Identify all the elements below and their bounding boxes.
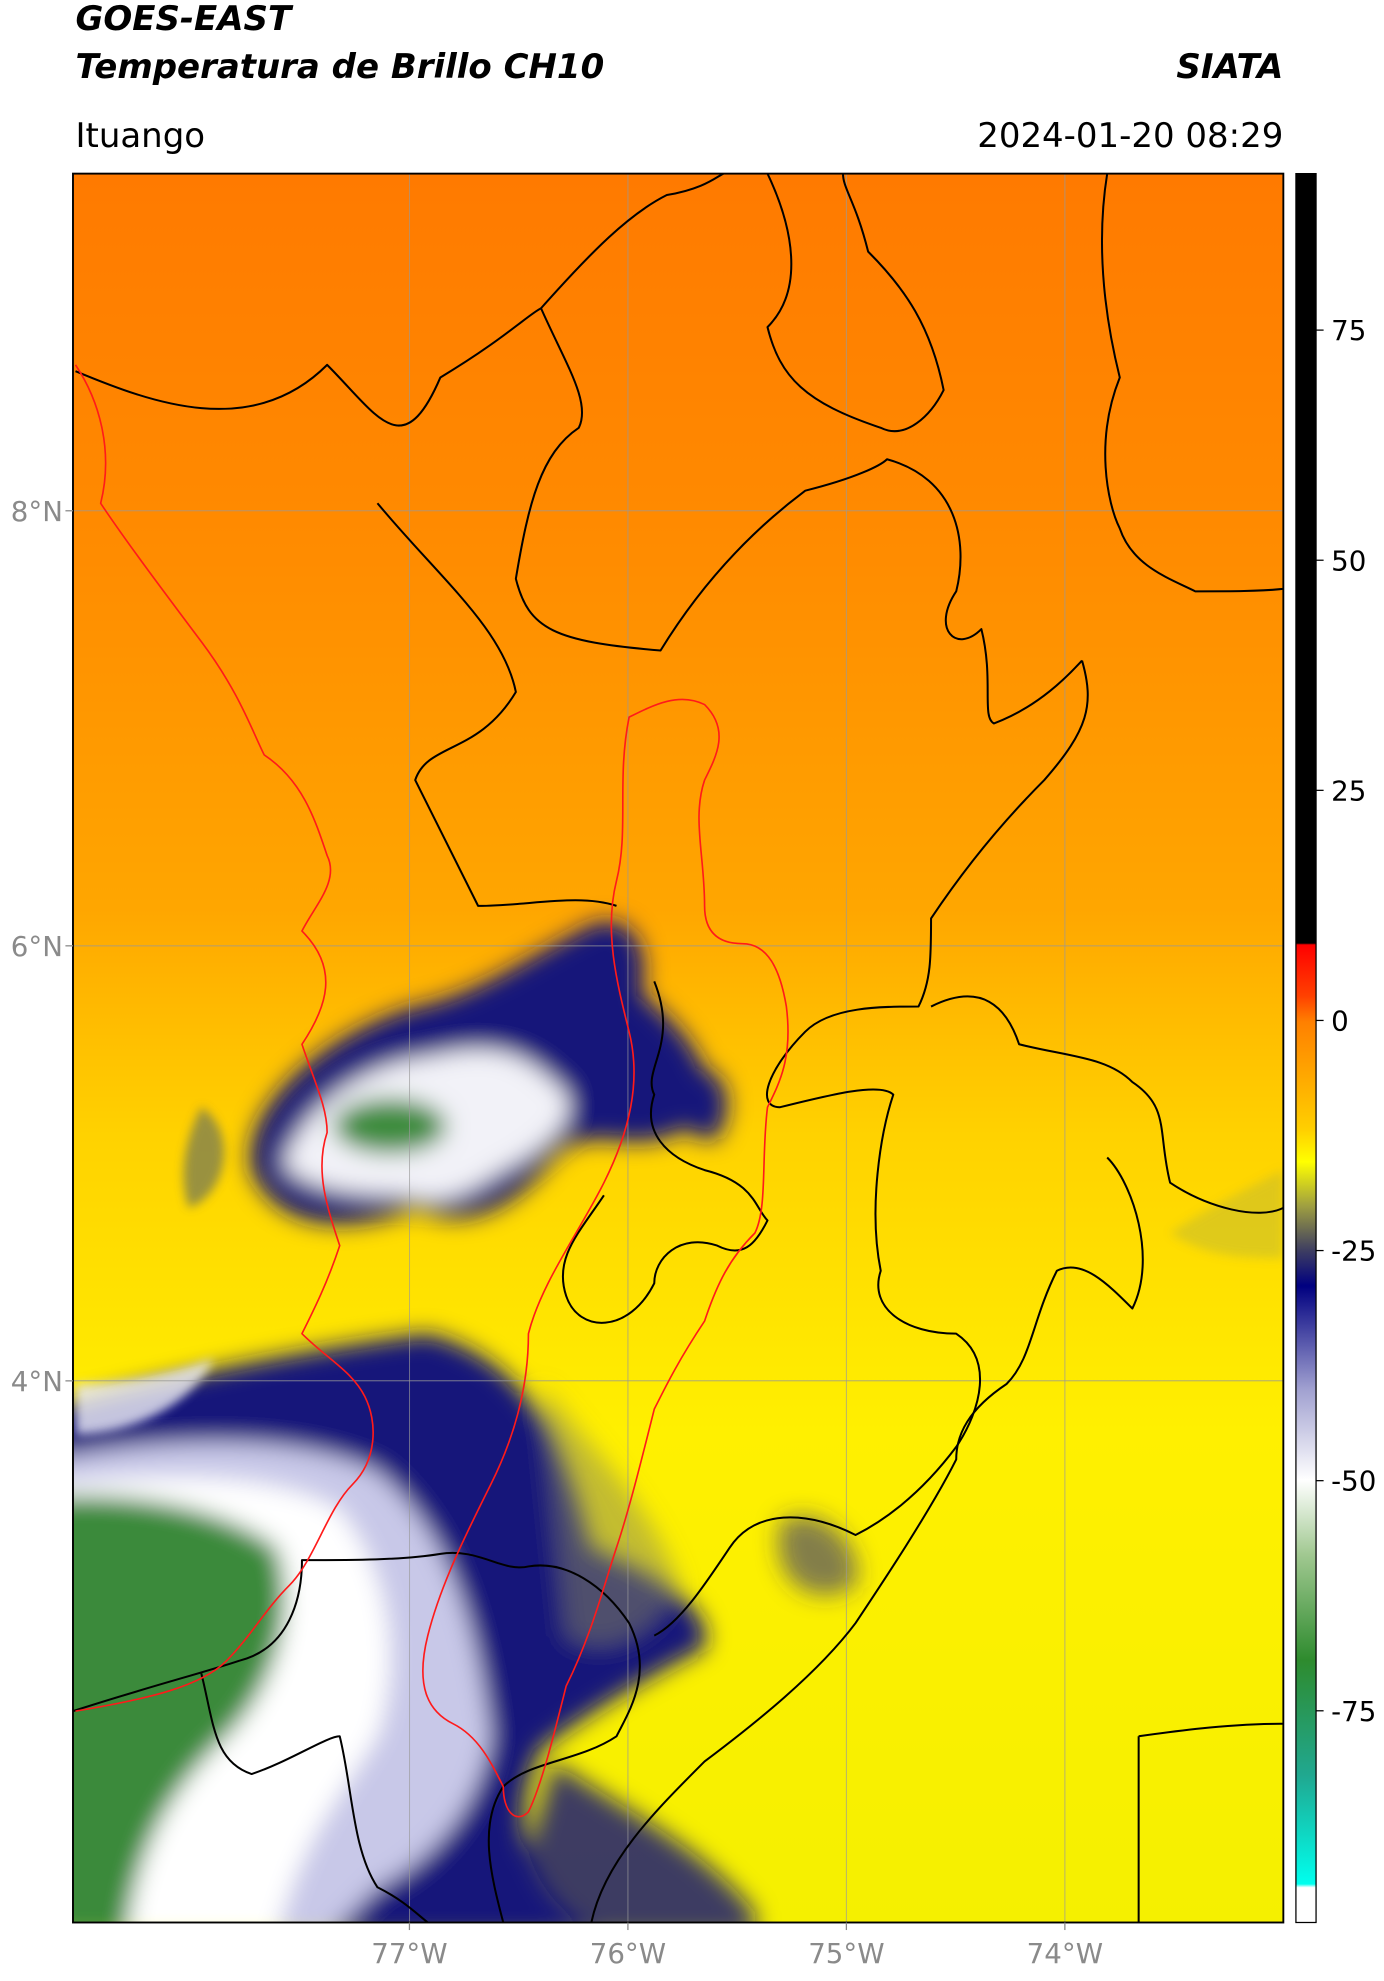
- colorbar-tick-label: 25: [1331, 774, 1366, 807]
- colorbar-tick-label: -25: [1331, 1235, 1376, 1268]
- department-border: [766, 173, 945, 433]
- department-border: [1137, 1722, 1284, 1923]
- location: Ituango: [75, 116, 205, 156]
- department-border: [590, 1156, 1144, 1923]
- colorbar-tick-label: -75: [1331, 1695, 1376, 1728]
- graticule: [72, 173, 1284, 1923]
- axis-ticks: 77°W 76°W 75°W 74°W 4°N 6°N 8°N -75 -50 -25 0 25 50 7…: [11, 314, 1377, 1970]
- subtitle: Temperatura de Brillo CH10: [75, 47, 604, 87]
- coastline: [74, 364, 374, 1712]
- colorbar-tick-label: 75: [1331, 314, 1366, 347]
- department-border: [514, 307, 1083, 725]
- department-border: [653, 660, 1089, 1637]
- department-border: [200, 1673, 429, 1923]
- cloud-edges: [75, 1107, 1284, 1435]
- colorbar-tick-label: -50: [1331, 1465, 1376, 1498]
- colorbar: [1295, 172, 1317, 1924]
- map-frame: [72, 172, 1285, 1924]
- boundaries: [72, 173, 1284, 1923]
- department-border: [930, 995, 1284, 1214]
- source: SIATA: [1176, 47, 1283, 87]
- y-tick-label: 6°N: [11, 930, 63, 963]
- x-tick-label: 77°W: [371, 1937, 447, 1970]
- colorbar-tick-label: 50: [1331, 544, 1366, 577]
- x-tick-label: 76°W: [590, 1937, 666, 1970]
- basin-outline: [422, 698, 789, 1818]
- department-border: [72, 1551, 641, 1923]
- department-border: [561, 981, 769, 1324]
- y-tick-label: 4°N: [11, 1365, 63, 1398]
- x-tick-label: 75°W: [808, 1937, 884, 1970]
- colorbar-tick-label: 0: [1331, 1005, 1349, 1038]
- title: GOES-EAST: [75, 0, 293, 39]
- department-border: [1101, 173, 1284, 593]
- map-field: [72, 173, 1284, 1923]
- x-tick-label: 74°W: [1027, 1937, 1103, 1970]
- timestamp: 2024-01-20 08:29: [977, 116, 1283, 156]
- department-border: [75, 173, 724, 427]
- department-border: [376, 502, 617, 907]
- y-tick-label: 8°N: [11, 495, 63, 528]
